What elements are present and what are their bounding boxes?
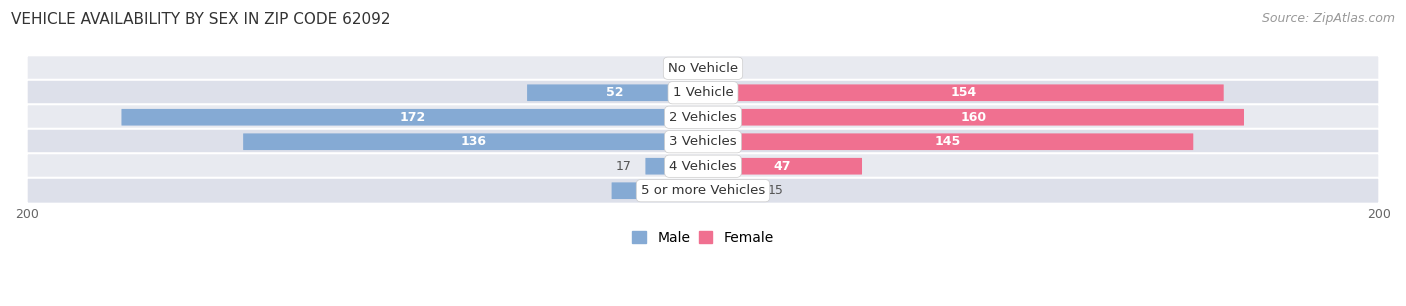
Text: 17: 17 (616, 160, 633, 173)
FancyBboxPatch shape (27, 55, 1379, 81)
Text: 15: 15 (768, 184, 783, 197)
FancyBboxPatch shape (703, 84, 1223, 101)
FancyBboxPatch shape (703, 133, 1194, 150)
FancyBboxPatch shape (703, 60, 720, 76)
Text: 160: 160 (960, 111, 987, 124)
Legend: Male, Female: Male, Female (633, 231, 773, 245)
FancyBboxPatch shape (27, 80, 1379, 106)
Text: No Vehicle: No Vehicle (668, 62, 738, 75)
FancyBboxPatch shape (612, 182, 703, 199)
FancyBboxPatch shape (243, 133, 703, 150)
Text: 47: 47 (773, 160, 792, 173)
Text: 172: 172 (399, 111, 426, 124)
FancyBboxPatch shape (527, 84, 703, 101)
Text: 3 Vehicles: 3 Vehicles (669, 135, 737, 148)
Text: 0: 0 (682, 62, 689, 75)
Text: 1 Vehicle: 1 Vehicle (672, 86, 734, 99)
Text: 145: 145 (935, 135, 962, 148)
Text: 52: 52 (606, 86, 624, 99)
FancyBboxPatch shape (703, 158, 862, 174)
Text: 5: 5 (734, 62, 741, 75)
Text: 27: 27 (648, 184, 666, 197)
FancyBboxPatch shape (27, 104, 1379, 130)
Text: 5 or more Vehicles: 5 or more Vehicles (641, 184, 765, 197)
Text: VEHICLE AVAILABILITY BY SEX IN ZIP CODE 62092: VEHICLE AVAILABILITY BY SEX IN ZIP CODE … (11, 12, 391, 27)
FancyBboxPatch shape (27, 129, 1379, 155)
Text: Source: ZipAtlas.com: Source: ZipAtlas.com (1261, 12, 1395, 25)
FancyBboxPatch shape (27, 153, 1379, 179)
Text: 154: 154 (950, 86, 976, 99)
FancyBboxPatch shape (121, 109, 703, 125)
Text: 4 Vehicles: 4 Vehicles (669, 160, 737, 173)
FancyBboxPatch shape (645, 158, 703, 174)
Text: 2 Vehicles: 2 Vehicles (669, 111, 737, 124)
FancyBboxPatch shape (703, 182, 754, 199)
FancyBboxPatch shape (703, 109, 1244, 125)
Text: 136: 136 (460, 135, 486, 148)
FancyBboxPatch shape (27, 178, 1379, 204)
